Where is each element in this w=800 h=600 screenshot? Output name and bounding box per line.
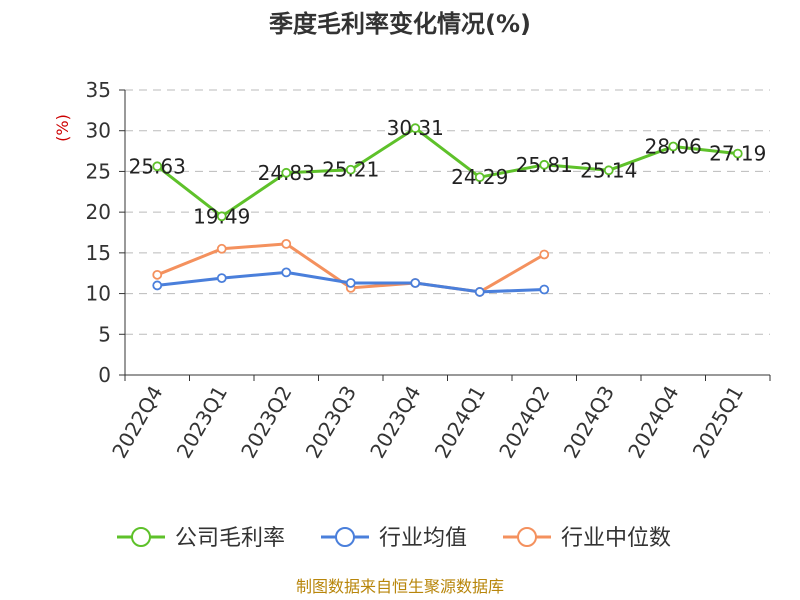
x-tick-label: 2023Q1	[172, 382, 232, 463]
data-point	[668, 141, 679, 152]
data-label: 27.19	[709, 142, 766, 166]
y-tick-label: 30	[86, 119, 111, 143]
legend-marker	[517, 527, 537, 547]
x-tick-label: 2023Q3	[301, 382, 361, 463]
y-tick-label: 10	[86, 282, 111, 306]
legend-label: 行业中位数	[561, 526, 671, 551]
data-label: 19.49	[193, 204, 250, 228]
legend-label: 公司毛利率	[175, 526, 285, 551]
legend-marker	[335, 527, 355, 547]
legend: 公司毛利率 行业均值 行业中位数	[117, 526, 671, 551]
data-point	[281, 167, 292, 178]
data-point	[603, 165, 614, 176]
data-point	[216, 243, 227, 254]
x-tick-label: 2025Q1	[688, 382, 748, 463]
data-label: 25.14	[580, 158, 637, 182]
x-tick-label: 2024Q1	[430, 382, 490, 463]
data-labels: 25.63 19.49 24.83 25.21 30.31 24.29 25.81 25.14…	[129, 116, 767, 228]
x-tick-label: 2022Q4	[107, 382, 167, 463]
data-point	[281, 267, 292, 278]
data-label: 28.06	[645, 135, 702, 159]
series-2	[152, 267, 550, 297]
data-point	[539, 284, 550, 295]
series-layer	[152, 123, 743, 297]
grid-lines	[125, 89, 770, 335]
data-label: 30.31	[387, 116, 444, 140]
data-point	[410, 278, 421, 288]
data-point	[539, 249, 550, 260]
y-tick-label: 15	[86, 241, 111, 265]
data-point	[345, 164, 356, 175]
data-point	[410, 123, 421, 134]
data-point	[474, 287, 485, 297]
series-line	[156, 126, 738, 218]
legend-item-2: 行业均值	[321, 526, 467, 551]
x-tick-label: 2024Q4	[623, 382, 683, 463]
x-tick-label: 2023Q4	[365, 382, 425, 463]
data-label: 25.21	[322, 158, 379, 182]
data-point	[216, 211, 227, 222]
series-1	[152, 123, 743, 222]
data-point	[281, 238, 292, 249]
x-tick-label: 2024Q3	[559, 382, 619, 463]
data-point	[152, 269, 163, 280]
chart-title: 季度毛利率变化情况(%)	[269, 10, 531, 38]
y-tick-label: 20	[86, 200, 111, 224]
data-point	[345, 278, 356, 288]
x-tick-label: 2023Q2	[236, 382, 296, 463]
data-point	[152, 280, 163, 291]
y-tick-label: 25	[86, 159, 111, 183]
data-label: 25.63	[129, 154, 186, 178]
data-label: 24.29	[451, 165, 508, 189]
legend-item-1: 公司毛利率	[117, 526, 285, 551]
y-tick-label: 0	[98, 363, 111, 387]
data-point	[732, 148, 743, 159]
data-label: 24.83	[258, 161, 315, 185]
data-point	[216, 273, 227, 284]
legend-item-3: 行业中位数	[503, 526, 671, 551]
legend-marker	[131, 527, 151, 547]
legend-label: 行业均值	[379, 526, 467, 551]
y-axis-unit: (%)	[53, 114, 72, 142]
source-note: 制图数据来自恒生聚源数据库	[296, 577, 504, 596]
data-point	[539, 159, 550, 170]
data-point	[474, 172, 485, 183]
data-point	[152, 161, 163, 172]
x-tick-label: 2024Q2	[494, 382, 554, 463]
y-tick-label: 5	[98, 322, 111, 346]
y-tick-label: 35	[86, 78, 111, 102]
data-label: 25.81	[516, 153, 573, 177]
